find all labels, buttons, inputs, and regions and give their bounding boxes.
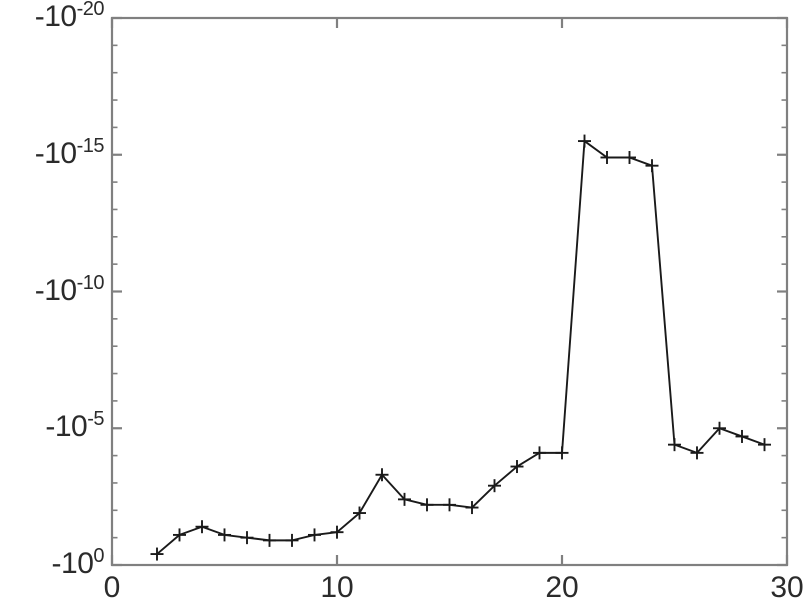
x-tick-label: 10 bbox=[320, 571, 354, 604]
y-tick-exponent: 0 bbox=[93, 545, 104, 567]
y-tick-base: -10 bbox=[34, 273, 77, 307]
y-tick-exponent: -5 bbox=[87, 408, 104, 431]
y-tick-base: -10 bbox=[45, 410, 88, 444]
y-tick-exponent: -20 bbox=[76, 0, 105, 20]
plot-frame bbox=[110, 16, 789, 567]
data-line bbox=[156, 140, 765, 555]
x-tick-label: 0 bbox=[103, 571, 121, 604]
x-tick-label: 30 bbox=[770, 571, 804, 604]
x-tick-label: 20 bbox=[545, 571, 579, 604]
y-tick-base: -10 bbox=[34, 136, 77, 170]
y-tick-label: -10-5 bbox=[45, 409, 104, 442]
y-tick-exponent: -10 bbox=[76, 271, 105, 294]
y-tick-base: -10 bbox=[51, 547, 94, 580]
y-tick-label: -10-15 bbox=[34, 134, 105, 170]
y-tick-exponent: -15 bbox=[76, 134, 105, 157]
y-tick-label: -10-20 bbox=[34, 0, 105, 33]
y-tick-label: -100 bbox=[51, 545, 105, 580]
data-markers bbox=[150, 134, 771, 561]
y-tick-label: -10-10 bbox=[34, 271, 105, 307]
y-tick-base: -10 bbox=[34, 0, 77, 33]
